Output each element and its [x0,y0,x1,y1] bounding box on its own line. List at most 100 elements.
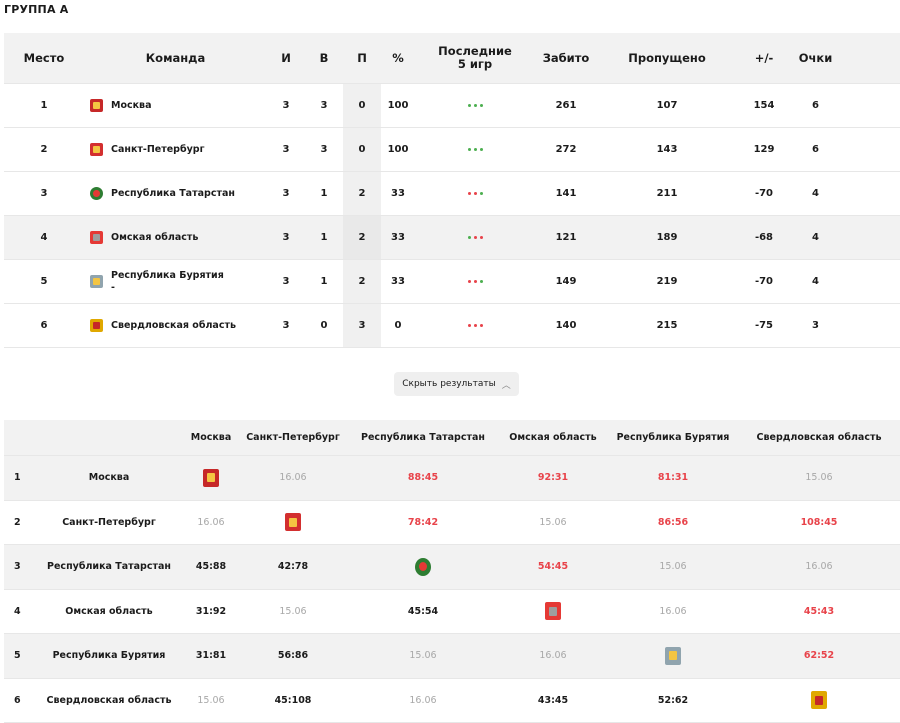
last-games-dots [415,128,535,171]
matrix-row-team[interactable]: Республика Бурятия [34,634,184,678]
buryatia-crest-icon [665,647,681,665]
matrix-date[interactable]: 16.06 [738,545,900,589]
header-team[interactable]: Команда [84,33,267,83]
matrix-date[interactable]: 15.06 [738,456,900,500]
matrix-score[interactable]: 42:78 [238,545,348,589]
cell-wins: 0 [305,304,343,347]
form-dot [480,192,483,195]
header-percent[interactable]: % [381,33,415,83]
cell-conceded: 107 [597,84,737,127]
matrix-score[interactable]: 108:45 [738,501,900,545]
cell-place: 6 [4,304,84,347]
form-dots [468,236,483,239]
matrix-date[interactable]: 16.06 [348,679,498,723]
matrix-row-team[interactable]: Омская область [34,590,184,634]
toggle-area: Скрыть результаты ︿ [4,348,900,420]
cell-place: 1 [4,84,84,127]
matrix-header-col: Свердловская область [738,420,900,455]
matrix-score[interactable]: 52:62 [608,679,738,723]
matrix-score[interactable]: 62:52 [738,634,900,678]
form-dot [474,280,477,283]
cell-scored: 140 [535,304,597,347]
matrix-date[interactable]: 16.06 [498,634,608,678]
team-name[interactable]: Омская область [111,232,198,244]
matrix-score[interactable]: 81:31 [608,456,738,500]
cell-diff: -68 [737,216,791,259]
matrix-score[interactable]: 86:56 [608,501,738,545]
header-last5[interactable]: Последние 5 игр [415,33,535,83]
cell-place: 3 [4,172,84,215]
matrix-row-num: 6 [4,679,34,723]
cell-place: 4 [4,216,84,259]
matrix-date[interactable]: 15.06 [348,634,498,678]
matrix-date[interactable]: 16.06 [238,456,348,500]
matrix-score[interactable]: 45:108 [238,679,348,723]
hide-results-button[interactable]: Скрыть результаты ︿ [394,372,519,396]
matrix-header-col: Санкт-Петербург [238,420,348,455]
form-dot [480,236,483,239]
header-scored[interactable]: Забито [535,33,597,83]
matrix-row-team[interactable]: Республика Татарстан [34,545,184,589]
matrix-score[interactable]: 56:86 [238,634,348,678]
matrix-score[interactable]: 92:31 [498,456,608,500]
matrix-score[interactable]: 43:45 [498,679,608,723]
matrix-score[interactable]: 31:92 [184,590,238,634]
header-wins[interactable]: В [305,33,343,83]
matrix-header-col: Москва [184,420,238,455]
matrix-header-col: Омская область [498,420,608,455]
cell-scored: 121 [535,216,597,259]
cell-conceded: 189 [597,216,737,259]
matrix-date[interactable]: 15.06 [608,545,738,589]
matrix-date[interactable]: 15.06 [498,501,608,545]
matrix-header-num [4,420,34,455]
spb-crest-icon [90,143,103,156]
team-name[interactable]: Москва [111,100,151,112]
cell-games: 3 [267,216,305,259]
cell-points: 4 [791,172,840,215]
matrix-score[interactable]: 54:45 [498,545,608,589]
matrix-score[interactable]: 45:43 [738,590,900,634]
matrix-score[interactable]: 78:42 [348,501,498,545]
form-dot [468,236,471,239]
cell-percent: 100 [381,128,415,171]
header-points[interactable]: Очки [791,33,840,83]
matrix-score[interactable]: 45:54 [348,590,498,634]
cell-wins: 3 [305,84,343,127]
header-place[interactable]: Место [4,33,84,83]
header-conceded[interactable]: Пропущено [597,33,737,83]
team-name[interactable]: Республика Татарстан [111,188,235,200]
sverdlovsk-crest-icon [811,691,827,709]
matrix-score[interactable]: 88:45 [348,456,498,500]
header-diff[interactable]: +/- [737,33,791,83]
matrix-header-col: Республика Бурятия [608,420,738,455]
matrix-date[interactable]: 16.06 [608,590,738,634]
team-name[interactable]: Республика Бурятия [111,270,224,282]
matrix-score[interactable]: 31:81 [184,634,238,678]
matrix-row-team[interactable]: Москва [34,456,184,500]
team-name[interactable]: Санкт-Петербург [111,144,205,156]
matrix-date[interactable]: 16.06 [184,501,238,545]
form-dot [474,236,477,239]
matrix-date[interactable]: 15.06 [184,679,238,723]
matrix-score[interactable]: 45:88 [184,545,238,589]
matrix-date[interactable]: 15.06 [238,590,348,634]
matrix-diagonal-crest [348,545,498,589]
matrix-row-team[interactable]: Свердловская область [34,679,184,723]
header-losses[interactable]: П [343,33,381,83]
last-games-dots [415,84,535,127]
matrix-row-team[interactable]: Санкт-Петербург [34,501,184,545]
header-games[interactable]: И [267,33,305,83]
team-name[interactable]: Свердловская область [111,320,236,332]
